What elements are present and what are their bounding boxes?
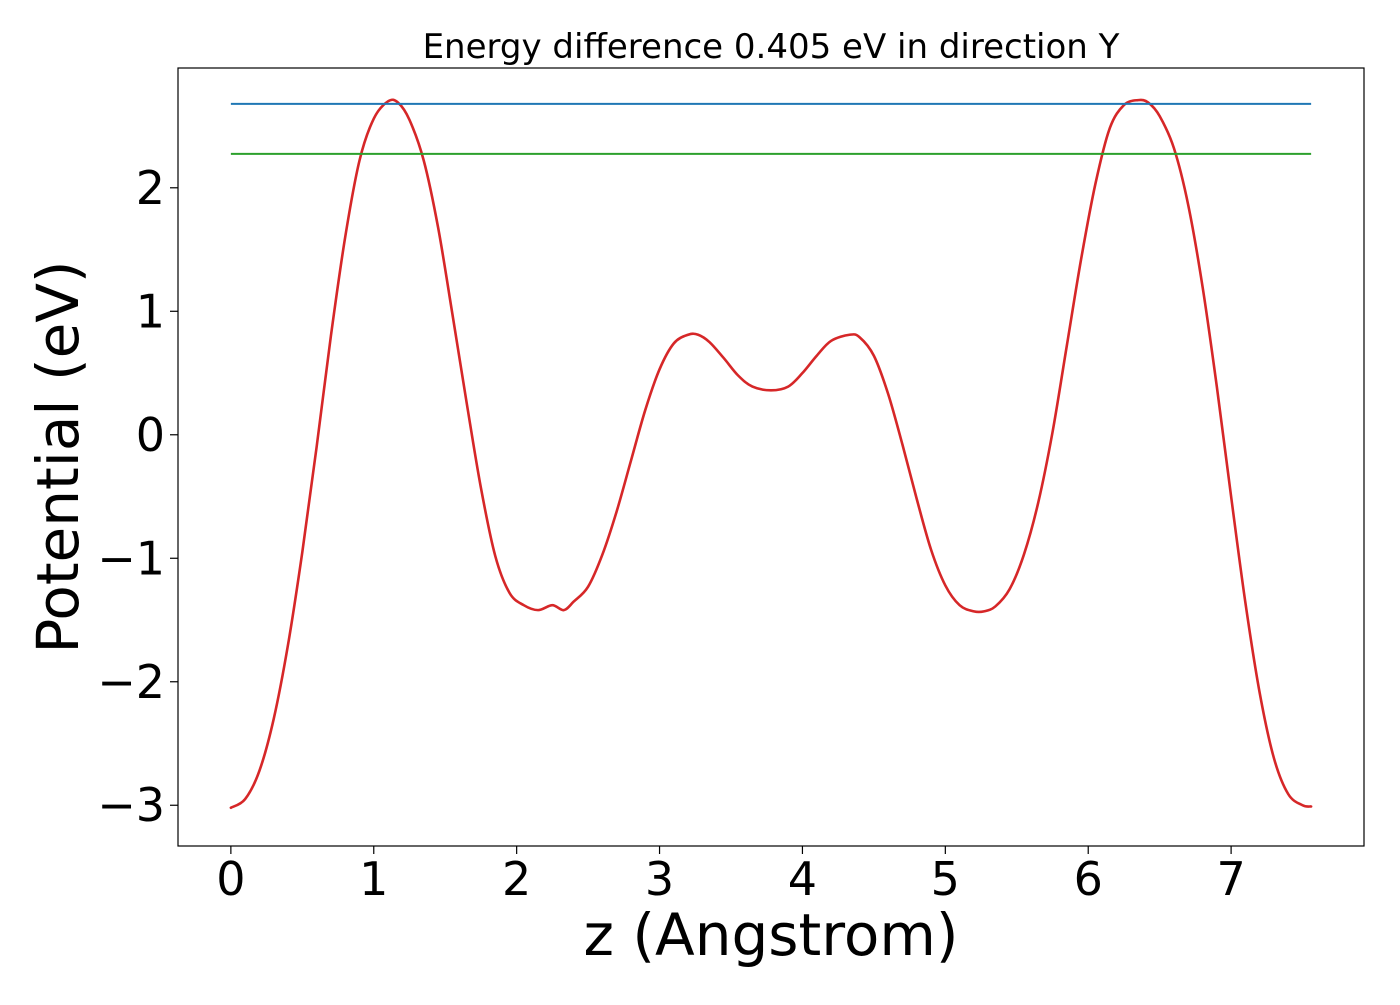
y-tick-label: 0 <box>136 408 165 462</box>
y-tick-label: 2 <box>136 161 165 215</box>
y-tick-label: −2 <box>97 655 165 709</box>
x-tick-label: 3 <box>645 852 674 906</box>
plot-area <box>229 98 1313 810</box>
y-tick-label: 1 <box>136 284 165 338</box>
x-axis-label: z (Angstrom) <box>584 901 959 969</box>
x-tick-label: 5 <box>931 852 960 906</box>
x-tick-label: 2 <box>502 852 531 906</box>
plot-frame <box>177 67 1365 847</box>
x-tick-label: 7 <box>1216 852 1245 906</box>
potential-curve <box>229 98 1313 810</box>
y-tick-label: −3 <box>97 778 165 832</box>
y-tick-label: −1 <box>97 531 165 585</box>
chart-title: Energy difference 0.405 eV in direction … <box>423 27 1120 67</box>
y-axis-label: Potential (eV) <box>24 260 92 653</box>
x-tick-label: 0 <box>216 852 245 906</box>
axis-ticks: 0 1 2 3 4 5 6 7 −3 −2 −1 0 1 2 <box>97 161 1246 906</box>
x-tick-label: 6 <box>1074 852 1103 906</box>
x-tick-label: 1 <box>359 852 388 906</box>
x-tick-label: 4 <box>788 852 817 906</box>
